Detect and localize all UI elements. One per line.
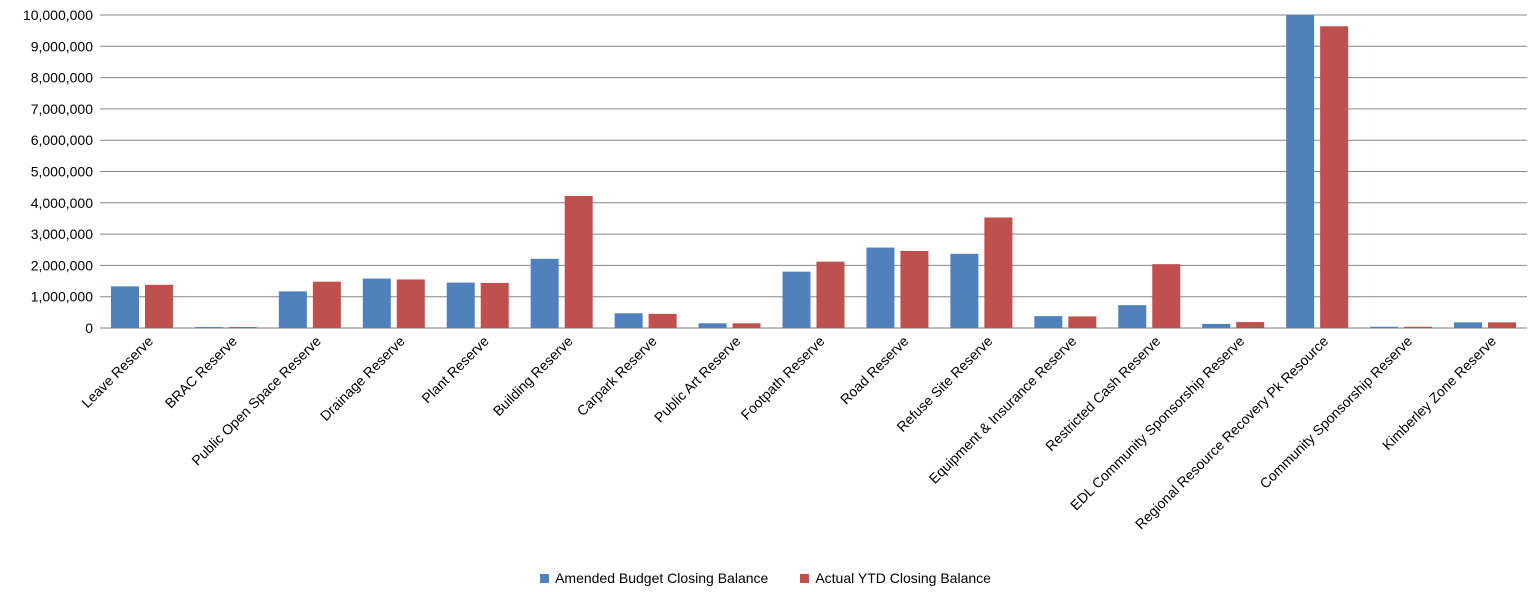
bar: [396, 279, 425, 328]
bar: [278, 291, 307, 328]
bar: [698, 323, 727, 328]
bar: [1488, 322, 1517, 328]
bar: [1320, 26, 1349, 328]
bar: [732, 323, 761, 328]
y-tick-label: 7,000,000: [31, 101, 93, 117]
bar: [194, 327, 223, 328]
bar: [1068, 316, 1097, 328]
legend-label-amended: Amended Budget Closing Balance: [555, 570, 769, 586]
bar: [984, 217, 1013, 328]
bar: [782, 271, 811, 328]
legend-item-amended: Amended Budget Closing Balance: [540, 570, 768, 586]
bar: [1236, 322, 1265, 328]
bar: [816, 261, 845, 328]
y-tick-label: 8,000,000: [31, 70, 93, 86]
bar: [446, 282, 475, 328]
x-tick-label: Road Reserve: [837, 333, 912, 408]
y-tick-label: 6,000,000: [31, 132, 93, 148]
bar: [648, 313, 677, 328]
x-tick-label: Drainage Reserve: [317, 333, 408, 424]
x-tick-label: Regional Resource Recovery Pk Resource: [1132, 333, 1332, 533]
x-tick-label: Footpath Reserve: [738, 333, 828, 423]
x-tick-label: Building Reserve: [490, 333, 576, 419]
y-tick-label: 9,000,000: [31, 38, 93, 54]
legend: Amended Budget Closing Balance Actual YT…: [0, 570, 1531, 586]
bar: [228, 327, 257, 328]
x-tick-label: Equipment & Insurance Reserve: [926, 333, 1080, 487]
bar: [530, 258, 559, 328]
bar: [564, 195, 593, 328]
bar: [312, 281, 341, 328]
bar: [1404, 326, 1433, 328]
y-tick-label: 5,000,000: [31, 164, 93, 180]
legend-item-actual: Actual YTD Closing Balance: [800, 570, 991, 586]
x-tick-label: BRAC Reserve: [162, 333, 241, 412]
y-tick-label: 4,000,000: [31, 195, 93, 211]
x-tick-label: Leave Reserve: [78, 333, 156, 411]
bar-chart: 0 1,000,000 2,000,000 3,000,000 4,000,000 5,0…: [23, 7, 1527, 533]
bar: [1202, 323, 1231, 328]
y-tick-label: 10,000,000: [23, 7, 93, 23]
legend-swatch-actual: [800, 573, 810, 583]
x-tick-label: Community Sponsorship Reserve: [1256, 333, 1415, 492]
bar: [1370, 326, 1399, 328]
bar: [614, 313, 643, 328]
bar: [900, 251, 929, 328]
legend-label-actual: Actual YTD Closing Balance: [815, 570, 991, 586]
bar: [480, 282, 509, 328]
bar: [362, 278, 391, 328]
bar: [866, 247, 895, 328]
bar: [1454, 322, 1483, 328]
y-tick-label: 3,000,000: [31, 226, 93, 242]
bar: [110, 286, 139, 328]
y-tick-label: 1,000,000: [31, 289, 93, 305]
y-tick-label: 0: [85, 320, 93, 336]
x-tick-label: Carpark Reserve: [574, 333, 660, 419]
x-tick-label: EDL Community Sponsorship Reserve: [1067, 333, 1248, 514]
bar: [144, 284, 173, 328]
bar: [1286, 15, 1315, 328]
legend-swatch-amended: [540, 573, 550, 583]
x-tick-label: Plant Reserve: [418, 333, 492, 407]
y-tick-label: 2,000,000: [31, 257, 93, 273]
bar: [1034, 316, 1063, 328]
x-tick-label: Public Art Reserve: [651, 333, 744, 426]
bar: [1152, 264, 1181, 328]
bar: [950, 253, 979, 328]
bar: [1118, 305, 1147, 328]
